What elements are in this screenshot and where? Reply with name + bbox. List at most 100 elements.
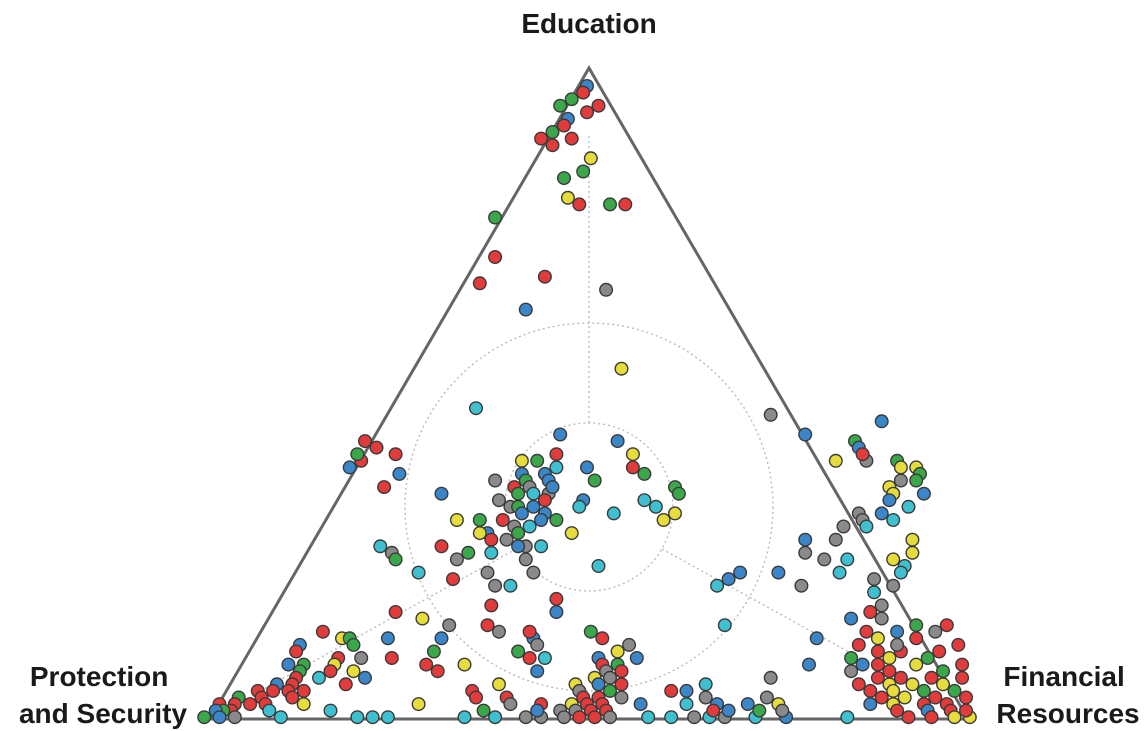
- data-point-red: [289, 644, 304, 659]
- data-point-blue: [629, 651, 644, 666]
- data-point-cyan: [312, 670, 327, 685]
- data-point-yellow: [449, 513, 464, 528]
- data-point-red: [522, 624, 537, 639]
- data-point-red: [855, 447, 870, 462]
- data-point-cyan: [867, 585, 882, 600]
- data-point-blue: [679, 683, 694, 698]
- data-point-blue: [844, 611, 859, 626]
- grid-axis-right: [661, 548, 919, 691]
- data-point-cyan: [572, 499, 587, 514]
- data-point-red: [851, 677, 866, 692]
- data-point-blue: [434, 486, 449, 501]
- data-point-gray: [836, 519, 851, 534]
- data-point-cyan: [537, 651, 552, 666]
- data-point-red: [874, 690, 889, 705]
- data-point-red: [625, 460, 640, 475]
- data-point-gray: [526, 565, 541, 580]
- data-point-red: [924, 670, 939, 685]
- data-point-yellow: [625, 447, 640, 462]
- data-point-gray: [886, 578, 901, 593]
- data-point-red: [859, 624, 874, 639]
- data-point-green: [603, 683, 618, 698]
- data-point-green: [920, 651, 935, 666]
- data-point-yellow: [560, 190, 575, 205]
- data-point-cyan: [469, 401, 484, 416]
- data-point-red: [488, 249, 503, 264]
- data-point-gray: [622, 637, 637, 652]
- data-point-red: [580, 105, 595, 120]
- data-point-red: [243, 697, 258, 712]
- data-point-red: [851, 637, 866, 652]
- data-point-red: [595, 631, 610, 646]
- data-point-blue: [526, 499, 541, 514]
- data-point-green: [671, 486, 686, 501]
- data-point-yellow: [828, 453, 843, 468]
- data-point-red: [959, 690, 974, 705]
- data-point-blue: [545, 480, 560, 495]
- data-point-red: [315, 624, 330, 639]
- data-point-gray: [442, 618, 457, 633]
- data-point-red: [870, 670, 885, 685]
- data-point-gray: [488, 473, 503, 488]
- data-point-gray: [874, 611, 889, 626]
- data-point-yellow: [415, 611, 430, 626]
- data-point-blue: [553, 427, 568, 442]
- data-point-green: [909, 618, 924, 633]
- data-point-yellow: [668, 506, 683, 521]
- data-point-blue: [591, 677, 606, 692]
- vertex-label-left-line1: Protection: [30, 661, 168, 692]
- data-point-cyan: [273, 710, 288, 725]
- data-point-red: [959, 703, 974, 718]
- data-point-cyan: [710, 578, 725, 593]
- data-point-red: [664, 683, 679, 698]
- data-point-red: [576, 85, 591, 100]
- data-point-blue: [392, 466, 407, 481]
- data-point-cyan: [591, 559, 606, 574]
- data-point-green: [476, 703, 491, 718]
- data-point-red: [955, 657, 970, 672]
- data-point-gray: [518, 552, 533, 567]
- data-point-gray: [530, 637, 545, 652]
- data-point-green: [583, 624, 598, 639]
- data-point-gray: [794, 578, 809, 593]
- data-point-gray: [775, 703, 790, 718]
- data-point-red: [472, 276, 487, 291]
- points-layer: [197, 78, 977, 725]
- data-point-red: [870, 644, 885, 659]
- data-point-blue: [733, 565, 748, 580]
- data-point-red: [388, 605, 403, 620]
- data-point-gray: [503, 697, 518, 712]
- data-point-green: [752, 703, 767, 718]
- vertex-label-left-line2: and Security: [19, 698, 187, 729]
- data-point-cyan: [549, 460, 564, 475]
- data-point-gray: [828, 532, 843, 547]
- data-point-cyan: [350, 710, 365, 725]
- vertex-label-right-line1: Financial: [1003, 661, 1124, 692]
- data-point-red: [614, 677, 629, 692]
- data-point-gray: [890, 637, 905, 652]
- data-point-red: [614, 664, 629, 679]
- data-point-cyan: [859, 519, 874, 534]
- data-point-blue: [874, 506, 889, 521]
- data-point-blue: [434, 631, 449, 646]
- data-point-blue: [549, 605, 564, 620]
- data-point-cyan: [717, 618, 732, 633]
- data-point-yellow: [886, 683, 901, 698]
- data-point-yellow: [346, 664, 361, 679]
- vertex-label-top: Education: [521, 8, 656, 39]
- data-point-gray: [614, 690, 629, 705]
- data-point-red: [377, 480, 392, 495]
- data-point-green: [488, 210, 503, 225]
- data-point-green: [936, 664, 951, 679]
- data-point-gray: [227, 710, 242, 725]
- data-point-green: [530, 453, 545, 468]
- vertex-label-right: Financial Resources: [996, 661, 1139, 729]
- grid-axis-left: [261, 548, 517, 691]
- data-point-gray: [798, 545, 813, 560]
- data-point-red: [955, 670, 970, 685]
- data-point-red: [384, 651, 399, 666]
- data-point-red: [480, 618, 495, 633]
- data-point-red: [296, 683, 311, 698]
- data-point-gray: [874, 598, 889, 613]
- data-point-red: [537, 269, 552, 284]
